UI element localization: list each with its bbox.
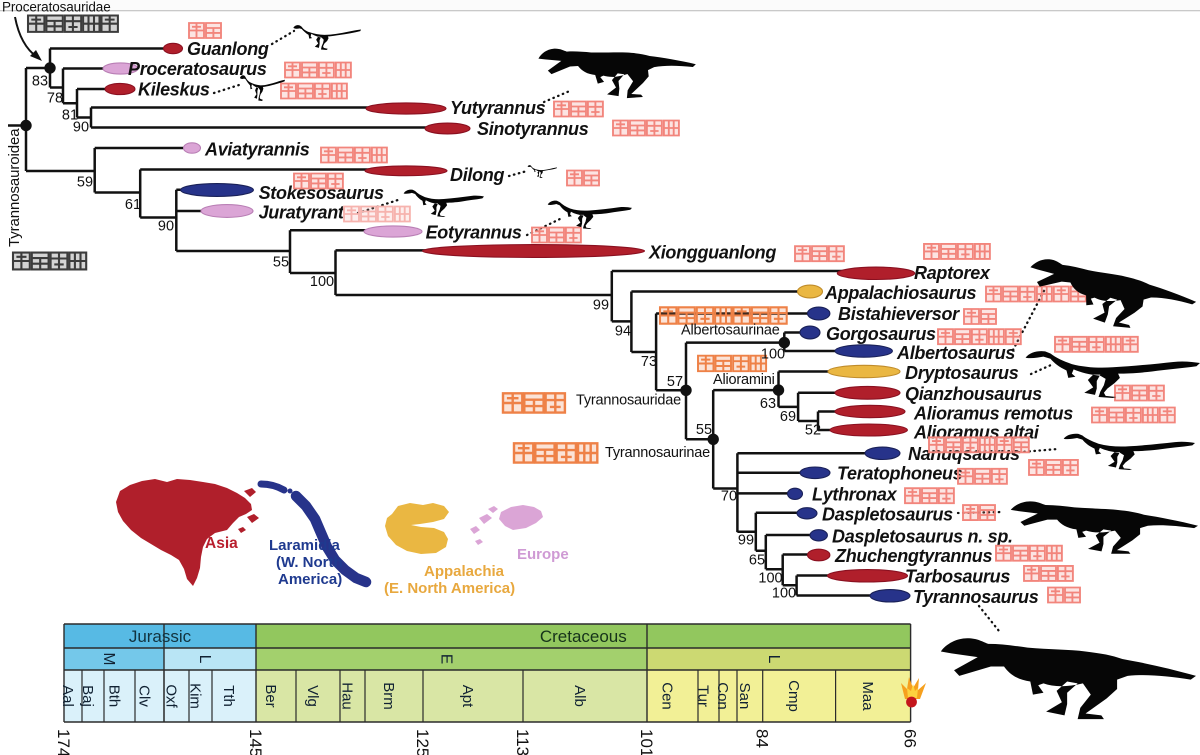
svg-text:Teratophoneus: Teratophoneus bbox=[837, 463, 963, 483]
svg-text:Clv: Clv bbox=[136, 685, 153, 707]
svg-text:84: 84 bbox=[753, 729, 772, 748]
svg-text:Xiongguanlong: Xiongguanlong bbox=[648, 242, 776, 262]
svg-text:Cen: Cen bbox=[659, 682, 676, 710]
svg-text:94: 94 bbox=[615, 324, 631, 340]
svg-text:100: 100 bbox=[758, 571, 782, 587]
svg-text:Tyrannosauridae: Tyrannosauridae bbox=[576, 393, 681, 409]
svg-text:99: 99 bbox=[738, 533, 754, 549]
svg-text:145: 145 bbox=[246, 729, 265, 755]
svg-text:Daspletosaurus n. sp.: Daspletosaurus n. sp. bbox=[832, 526, 1013, 546]
svg-text:Cretaceous: Cretaceous bbox=[540, 627, 627, 646]
svg-text:E: E bbox=[438, 654, 455, 664]
svg-text:Tth: Tth bbox=[220, 685, 237, 707]
svg-text:Sinotyrannus: Sinotyrannus bbox=[477, 119, 589, 139]
svg-text:81: 81 bbox=[62, 108, 78, 124]
svg-text:Asia: Asia bbox=[205, 535, 238, 552]
svg-text:Daspletosaurus: Daspletosaurus bbox=[822, 504, 953, 524]
svg-text:83: 83 bbox=[32, 74, 48, 90]
svg-text:57: 57 bbox=[667, 374, 683, 390]
svg-text:Cmp: Cmp bbox=[785, 680, 802, 712]
svg-text:Bth: Bth bbox=[106, 685, 123, 708]
svg-text:Hau: Hau bbox=[339, 682, 356, 710]
svg-text:Dilong: Dilong bbox=[450, 165, 504, 185]
svg-text:100: 100 bbox=[310, 274, 334, 290]
svg-text:Oxf: Oxf bbox=[163, 684, 180, 708]
svg-text:Eotyrannus: Eotyrannus bbox=[426, 222, 522, 242]
svg-text:Ber: Ber bbox=[262, 684, 279, 707]
svg-text:Juratyrant: Juratyrant bbox=[259, 202, 345, 222]
svg-text:San: San bbox=[736, 683, 753, 710]
svg-text:101: 101 bbox=[637, 729, 656, 755]
svg-text:Raptorex: Raptorex bbox=[914, 263, 991, 283]
svg-text:59: 59 bbox=[77, 175, 93, 191]
svg-text:Kileskus: Kileskus bbox=[138, 79, 210, 99]
svg-text:Laramidia: Laramidia bbox=[269, 537, 341, 554]
svg-text:90: 90 bbox=[158, 219, 174, 235]
svg-text:Appalachia: Appalachia bbox=[424, 563, 505, 580]
svg-text:52: 52 bbox=[805, 423, 821, 439]
svg-text:Dryptosaurus: Dryptosaurus bbox=[905, 363, 1019, 383]
svg-text:(W. North: (W. North bbox=[276, 554, 343, 571]
svg-text:100: 100 bbox=[761, 347, 785, 363]
svg-text:Proceratosauridae: Proceratosauridae bbox=[2, 0, 111, 15]
svg-text:70: 70 bbox=[721, 489, 737, 505]
svg-text:55: 55 bbox=[696, 422, 712, 438]
svg-text:Con: Con bbox=[714, 682, 731, 710]
svg-text:Guanlong: Guanlong bbox=[187, 39, 269, 59]
svg-text:Brm: Brm bbox=[380, 682, 397, 710]
svg-text:Vlg: Vlg bbox=[304, 685, 321, 707]
svg-text:Tyrannosaurus: Tyrannosaurus bbox=[913, 587, 1039, 607]
svg-text:63: 63 bbox=[760, 396, 776, 412]
svg-text:Lythronax: Lythronax bbox=[812, 484, 898, 504]
svg-text:Aviatyrannis: Aviatyrannis bbox=[204, 139, 310, 159]
svg-text:Jurassic: Jurassic bbox=[129, 627, 192, 646]
svg-text:Alb: Alb bbox=[571, 685, 588, 707]
svg-text:Appalachiosaurus: Appalachiosaurus bbox=[824, 283, 977, 303]
svg-text:73: 73 bbox=[641, 354, 657, 370]
svg-text:Zhuchengtyrannus: Zhuchengtyrannus bbox=[834, 546, 992, 566]
svg-text:55: 55 bbox=[273, 255, 289, 271]
svg-text:113: 113 bbox=[513, 729, 532, 755]
svg-text:Alioramini: Alioramini bbox=[713, 372, 775, 388]
svg-text:Albertosaurus: Albertosaurus bbox=[896, 343, 1015, 363]
svg-text:100: 100 bbox=[772, 586, 796, 602]
svg-text:Stokesosaurus: Stokesosaurus bbox=[259, 183, 384, 203]
svg-text:99: 99 bbox=[593, 298, 609, 314]
svg-text:Yutyrannus: Yutyrannus bbox=[450, 98, 546, 118]
svg-text:L: L bbox=[765, 655, 782, 664]
svg-text:65: 65 bbox=[749, 553, 765, 569]
svg-text:America): America) bbox=[278, 571, 342, 588]
svg-text:Proceratosaurus: Proceratosaurus bbox=[128, 59, 267, 79]
svg-text:M: M bbox=[100, 653, 117, 666]
svg-text:61: 61 bbox=[125, 197, 141, 213]
svg-text:69: 69 bbox=[780, 409, 796, 425]
svg-text:Alioramus remotus: Alioramus remotus bbox=[913, 403, 1073, 423]
svg-text:Tyrannosauroidea: Tyrannosauroidea bbox=[6, 128, 23, 247]
svg-text:Maa: Maa bbox=[859, 681, 876, 711]
svg-text:78: 78 bbox=[47, 91, 63, 107]
svg-text:174: 174 bbox=[54, 729, 73, 755]
svg-text:125: 125 bbox=[413, 729, 432, 755]
svg-text:Tyrannosaurinae: Tyrannosaurinae bbox=[605, 445, 710, 461]
svg-text:(E. North America): (E. North America) bbox=[384, 580, 515, 597]
svg-text:Baj: Baj bbox=[79, 685, 96, 707]
svg-text:Kim: Kim bbox=[187, 683, 204, 709]
svg-text:Bistahieversor: Bistahieversor bbox=[838, 304, 960, 324]
svg-text:L: L bbox=[196, 655, 213, 664]
svg-text:Apt: Apt bbox=[459, 685, 476, 708]
svg-text:Gorgosaurus: Gorgosaurus bbox=[826, 324, 936, 344]
svg-text:66: 66 bbox=[901, 729, 920, 748]
svg-text:90: 90 bbox=[73, 120, 89, 136]
svg-text:Europe: Europe bbox=[517, 546, 569, 563]
svg-text:Aal: Aal bbox=[59, 685, 76, 707]
svg-text:Tur: Tur bbox=[695, 685, 712, 707]
svg-text:Tarbosaurus: Tarbosaurus bbox=[905, 566, 1010, 586]
svg-text:Qianzhousaurus: Qianzhousaurus bbox=[905, 384, 1042, 404]
svg-text:Albertosaurinae: Albertosaurinae bbox=[681, 323, 780, 339]
